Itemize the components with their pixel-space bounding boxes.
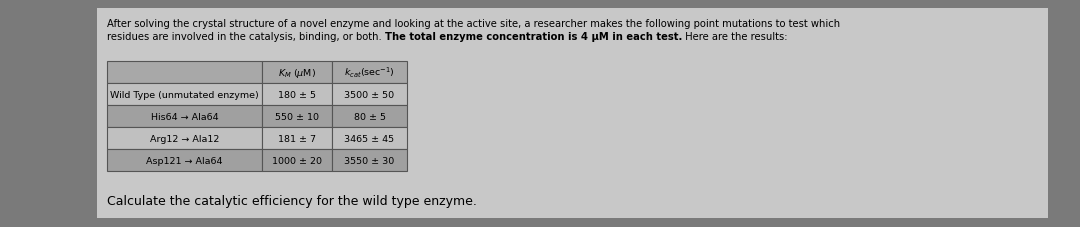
Text: Calculate the catalytic efficiency for the wild type enzyme.: Calculate the catalytic efficiency for t… <box>107 194 477 207</box>
Bar <box>332 84 407 106</box>
Text: 80 ± 5: 80 ± 5 <box>353 112 386 121</box>
Bar <box>332 127 407 149</box>
Bar <box>262 62 332 84</box>
Bar <box>332 106 407 127</box>
Text: 180 ± 5: 180 ± 5 <box>278 90 316 99</box>
Text: Asp121 → Ala64: Asp121 → Ala64 <box>146 156 222 165</box>
Text: $K_M$ ($\mu$M): $K_M$ ($\mu$M) <box>278 66 316 79</box>
Text: 3465 ± 45: 3465 ± 45 <box>345 134 394 143</box>
Text: 3500 ± 50: 3500 ± 50 <box>345 90 394 99</box>
Bar <box>107 84 262 106</box>
Bar <box>262 106 332 127</box>
Bar <box>332 62 407 84</box>
Bar <box>262 149 332 171</box>
Text: residues are involved in the catalysis, binding, or both.: residues are involved in the catalysis, … <box>107 32 386 42</box>
Bar <box>332 149 407 171</box>
Text: Arg12 → Ala12: Arg12 → Ala12 <box>150 134 219 143</box>
Text: 3550 ± 30: 3550 ± 30 <box>345 156 394 165</box>
Text: His64 → Ala64: His64 → Ala64 <box>151 112 218 121</box>
Text: 1000 ± 20: 1000 ± 20 <box>272 156 322 165</box>
Bar <box>107 127 262 149</box>
Bar <box>97 9 1048 218</box>
Text: The total enzyme concentration is 4 μM in each test.: The total enzyme concentration is 4 μM i… <box>386 32 683 42</box>
Bar <box>262 127 332 149</box>
Text: After solving the crystal structure of a novel enzyme and looking at the active : After solving the crystal structure of a… <box>107 19 840 29</box>
Text: 550 ± 10: 550 ± 10 <box>275 112 319 121</box>
Bar <box>107 149 262 171</box>
Text: 181 ± 7: 181 ± 7 <box>278 134 316 143</box>
Bar <box>107 106 262 127</box>
Text: $k_{cat}$(sec$^{-1}$): $k_{cat}$(sec$^{-1}$) <box>345 66 395 80</box>
Bar <box>107 62 262 84</box>
Text: Wild Type (unmutated enzyme): Wild Type (unmutated enzyme) <box>110 90 259 99</box>
Text: Here are the results:: Here are the results: <box>683 32 788 42</box>
Bar <box>262 84 332 106</box>
